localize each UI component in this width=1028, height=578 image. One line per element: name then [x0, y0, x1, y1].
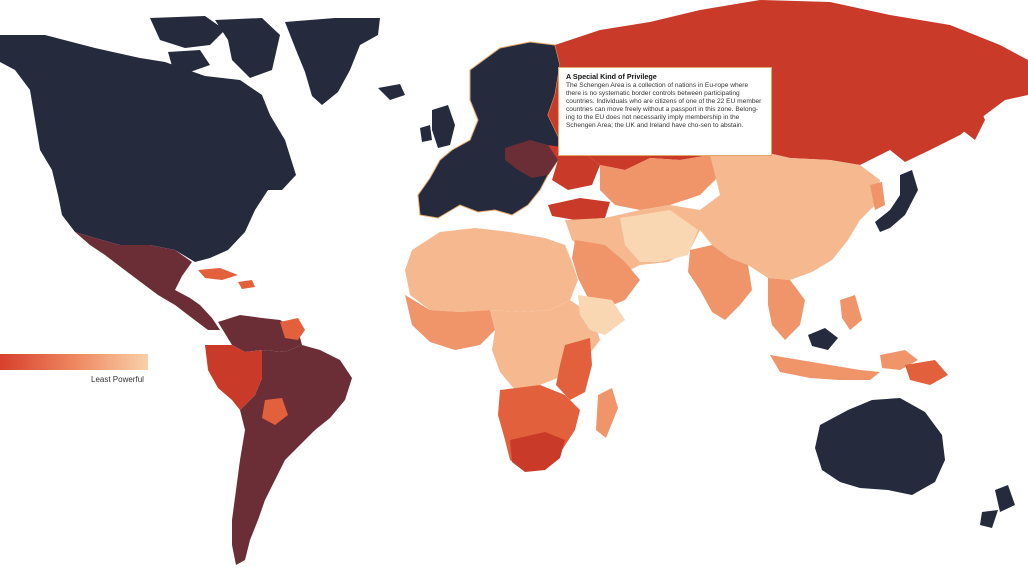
region-new-zealand	[980, 485, 1015, 528]
legend-least-powerful-label: Least Powerful	[91, 375, 144, 384]
region-malaysia	[808, 328, 838, 350]
region-china	[700, 150, 880, 280]
info-box-text: The Schengen Area is a collection of nat…	[566, 82, 762, 130]
region-iran	[620, 210, 698, 262]
region-west-africa	[405, 295, 495, 350]
region-arabia	[572, 240, 640, 308]
region-north-america	[0, 35, 296, 262]
region-caribbean	[198, 268, 255, 289]
region-south-africa	[510, 432, 565, 472]
region-uk-ireland	[420, 105, 455, 148]
region-mexico	[75, 232, 220, 330]
region-south-america-dark	[232, 345, 352, 565]
region-iceland	[378, 84, 405, 100]
region-paraguay	[262, 398, 288, 425]
region-greenland	[285, 18, 380, 105]
region-japan	[875, 170, 918, 232]
region-east-africa	[556, 338, 592, 400]
region-kamchatka	[960, 95, 985, 140]
region-andes	[205, 345, 262, 410]
region-eastern-europe	[505, 140, 558, 178]
region-turkey	[548, 198, 610, 220]
region-ukraine	[548, 145, 600, 190]
region-guianas	[280, 318, 305, 340]
region-madagascar	[596, 388, 618, 438]
region-north-africa	[405, 228, 578, 312]
region-korea	[870, 182, 885, 210]
region-arctic-islands	[150, 16, 280, 78]
region-australia	[815, 398, 945, 495]
map-legend: Least Powerful	[0, 354, 150, 388]
info-box-title: A Special Kind of Privilege	[566, 72, 657, 81]
region-horn-africa	[578, 295, 625, 335]
region-indonesia	[770, 295, 918, 380]
schengen-info-box: A Special Kind of Privilege The Schengen…	[558, 67, 772, 156]
region-india	[688, 245, 752, 320]
region-southeast-asia	[768, 278, 805, 340]
region-central-asia	[600, 155, 720, 210]
region-png	[905, 360, 948, 385]
legend-gradient-bar	[0, 354, 148, 370]
